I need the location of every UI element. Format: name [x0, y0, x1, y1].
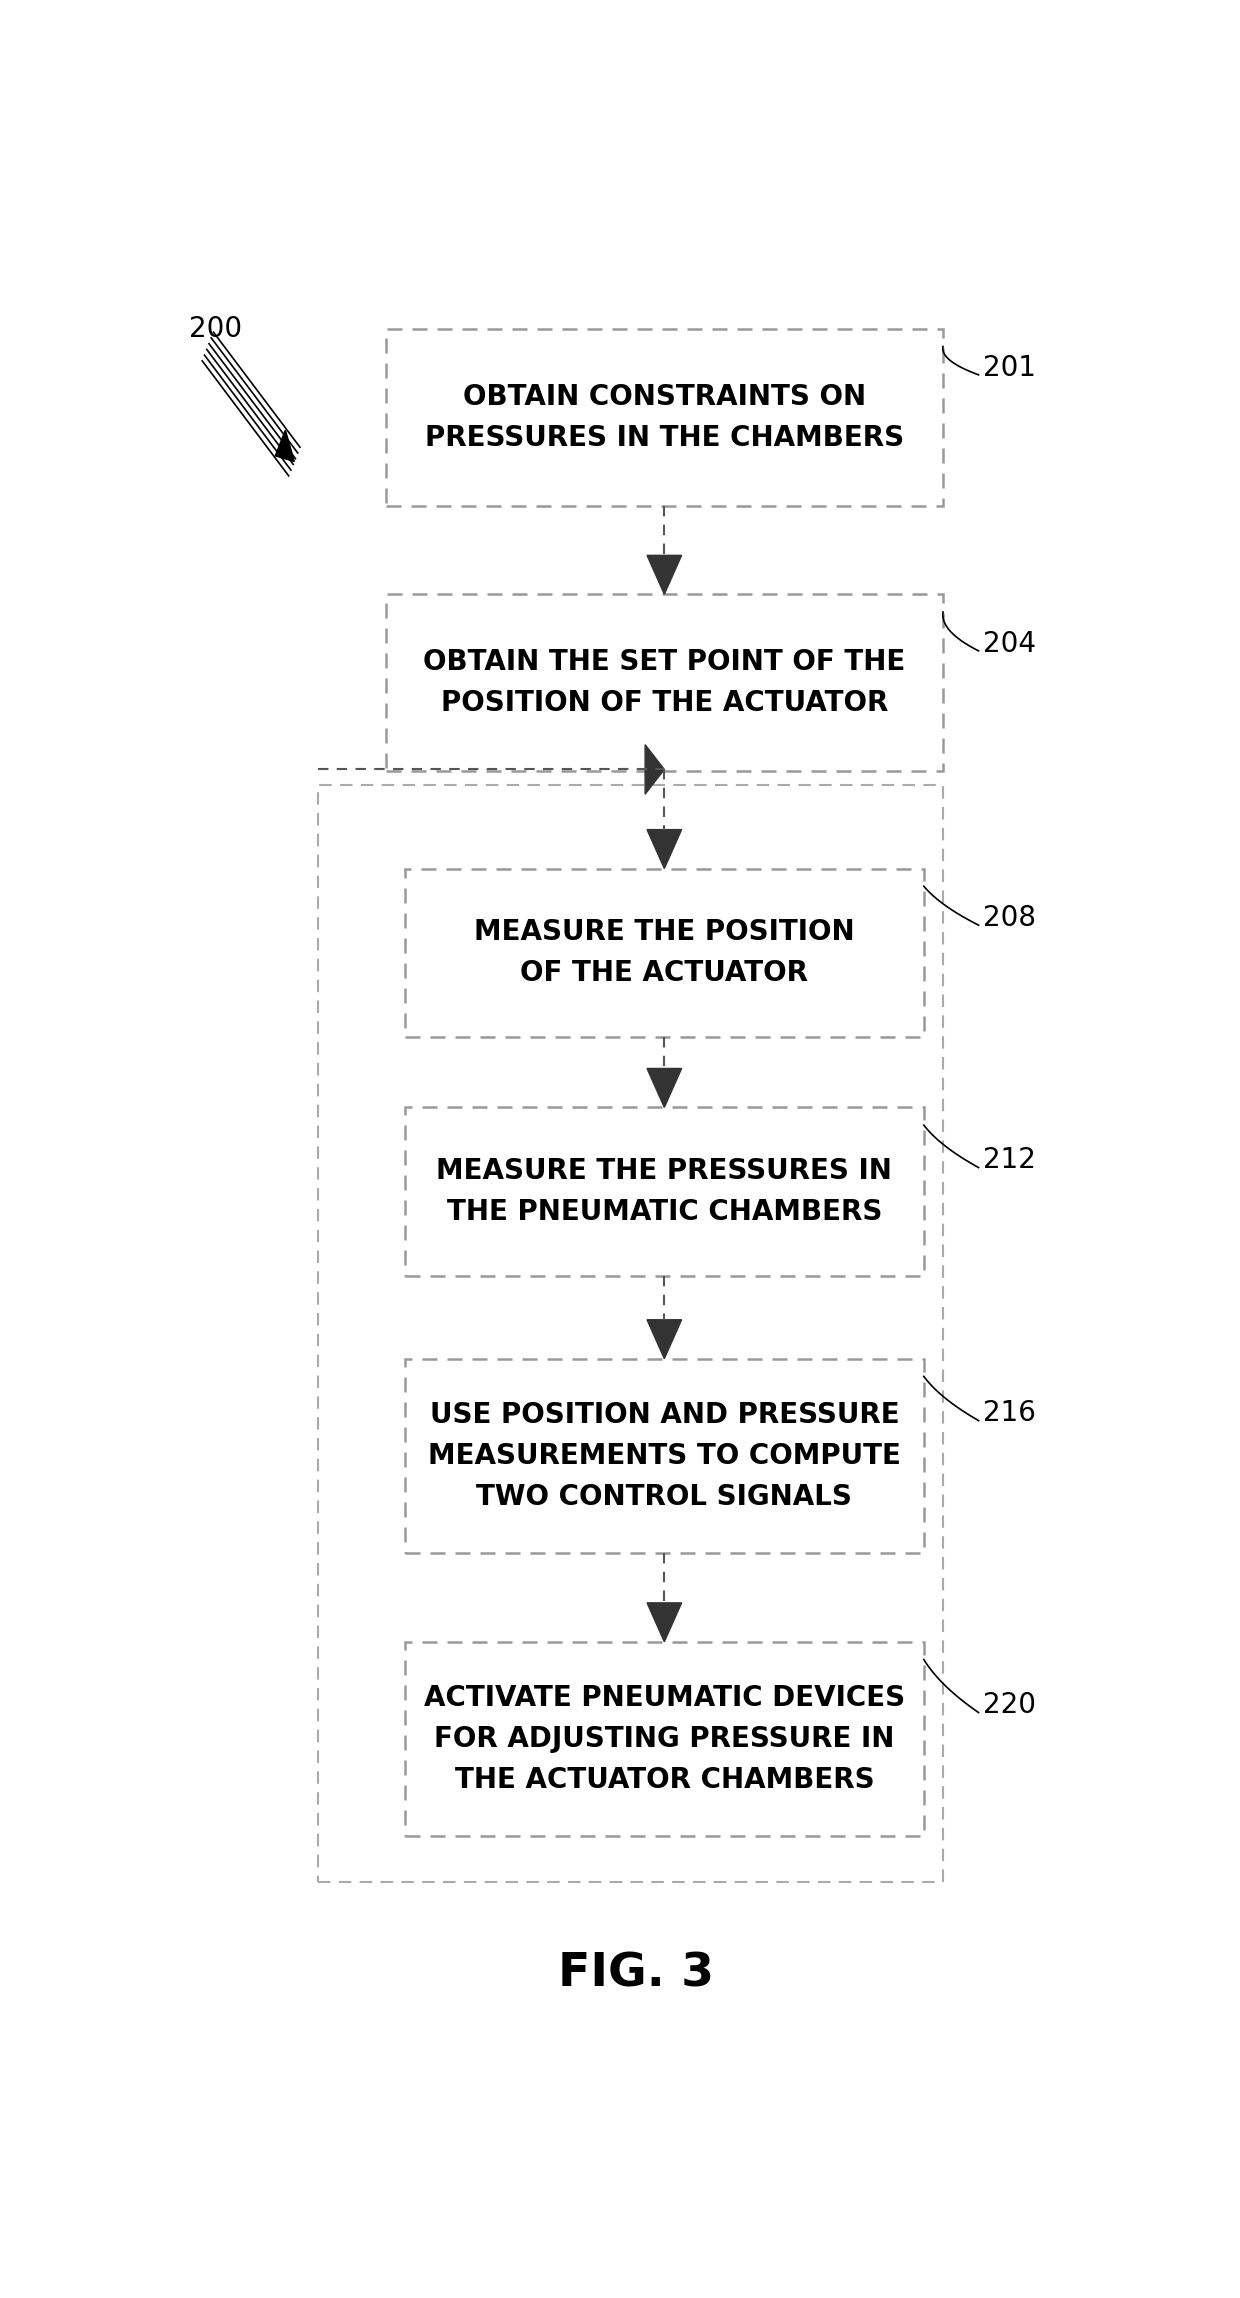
Text: ACTIVATE PNEUMATIC DEVICES
FOR ADJUSTING PRESSURE IN
THE ACTUATOR CHAMBERS: ACTIVATE PNEUMATIC DEVICES FOR ADJUSTING…: [424, 1684, 905, 1795]
Polygon shape: [645, 745, 665, 795]
Text: OBTAIN THE SET POINT OF THE
POSITION OF THE ACTUATOR: OBTAIN THE SET POINT OF THE POSITION OF …: [423, 648, 905, 717]
Bar: [404, 1641, 924, 1836]
Polygon shape: [647, 1604, 682, 1641]
Text: 216: 216: [983, 1399, 1037, 1427]
Text: USE POSITION AND PRESSURE
MEASUREMENTS TO COMPUTE
TWO CONTROL SIGNALS: USE POSITION AND PRESSURE MEASUREMENTS T…: [428, 1402, 900, 1512]
Text: 200: 200: [188, 315, 242, 342]
Bar: [404, 869, 924, 1036]
Bar: [386, 329, 942, 506]
Polygon shape: [647, 1069, 682, 1108]
Text: MEASURE THE POSITION
OF THE ACTUATOR: MEASURE THE POSITION OF THE ACTUATOR: [474, 917, 854, 988]
Bar: [404, 1358, 924, 1553]
Text: 208: 208: [983, 903, 1037, 933]
Text: 220: 220: [983, 1691, 1037, 1719]
Polygon shape: [647, 556, 682, 595]
Text: 204: 204: [983, 630, 1037, 657]
Text: 201: 201: [983, 354, 1037, 381]
Text: MEASURE THE PRESSURES IN
THE PNEUMATIC CHAMBERS: MEASURE THE PRESSURES IN THE PNEUMATIC C…: [436, 1156, 893, 1227]
Polygon shape: [647, 830, 682, 869]
Bar: [386, 595, 942, 772]
Text: 212: 212: [983, 1147, 1037, 1174]
Text: FIG. 3: FIG. 3: [558, 1951, 713, 1997]
Polygon shape: [647, 1319, 682, 1358]
Bar: [319, 786, 942, 1882]
Text: OBTAIN CONSTRAINTS ON
PRESSURES IN THE CHAMBERS: OBTAIN CONSTRAINTS ON PRESSURES IN THE C…: [425, 384, 904, 453]
Polygon shape: [275, 430, 294, 462]
Bar: [404, 1108, 924, 1275]
